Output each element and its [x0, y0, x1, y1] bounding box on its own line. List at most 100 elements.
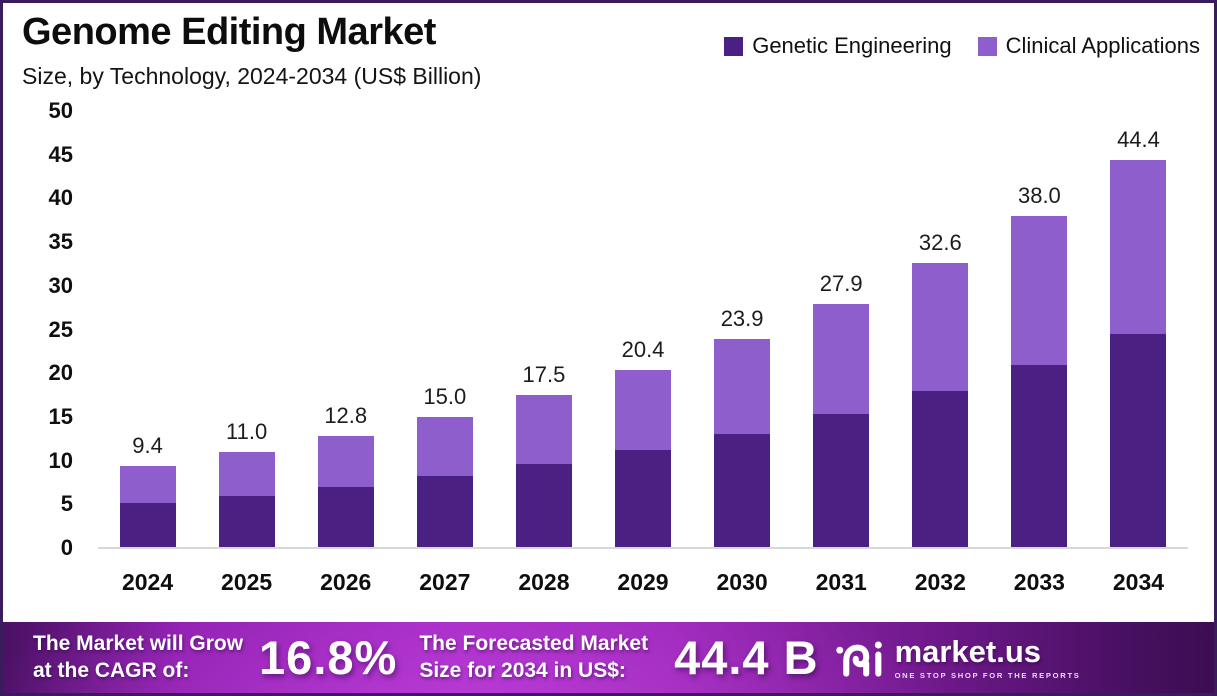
bar-segment-clinical-applications	[218, 451, 275, 496]
marketus-logo: market.us ONE STOP SHOP FOR THE REPORTS	[835, 636, 1081, 680]
y-tick-label: 0	[60, 535, 73, 560]
marketus-curl-icon	[835, 641, 882, 677]
bar-stack	[119, 465, 176, 548]
bar-stack	[912, 263, 969, 548]
bar-segment-genetic-engineering	[714, 433, 771, 548]
y-tick-label: 5	[60, 491, 73, 517]
bar-segment-genetic-engineering	[119, 503, 176, 548]
bar-stack	[714, 339, 771, 548]
legend-item-genetic-engineering: Genetic Engineering	[724, 33, 952, 59]
legend-label: Genetic Engineering	[752, 33, 952, 58]
legend-swatch	[724, 36, 744, 56]
legend: Genetic Engineering Clinical Applications	[724, 33, 1200, 59]
forecast-label-line2: Size for 2034 in US$:	[419, 658, 626, 682]
bar-segment-genetic-engineering	[416, 476, 473, 548]
x-axis-label: 2028	[518, 569, 570, 595]
bar-group-2031: 27.9	[792, 111, 891, 548]
bar-group-2026: 12.8	[296, 111, 395, 548]
bar-stack	[515, 395, 572, 548]
x-axis-baseline	[98, 547, 1188, 549]
bar-stack	[416, 416, 473, 548]
page-title: Genome Editing Market	[22, 11, 436, 53]
y-tick-label: 35	[48, 229, 73, 255]
bar-stack	[317, 436, 374, 548]
bar-total-label: 23.9	[720, 306, 764, 332]
bar-segment-clinical-applications	[119, 465, 176, 504]
bar-total-label: 12.8	[324, 403, 368, 429]
bar-segment-clinical-applications	[615, 369, 672, 451]
bar-segment-clinical-applications	[813, 304, 870, 415]
y-axis: 0 5 10 15 20 25 30 35 40 45 50	[3, 100, 89, 559]
cagr-value: 16.8%	[259, 631, 398, 684]
bar-stack	[218, 451, 275, 548]
logo-tagline: ONE STOP SHOP FOR THE REPORTS	[894, 670, 1081, 680]
bar-group-2032: 32.6	[891, 111, 990, 548]
bar-segment-genetic-engineering	[1110, 333, 1167, 548]
bar-stack	[615, 369, 672, 548]
logo-name: market.us	[894, 633, 1042, 669]
bar-total-label: 20.4	[621, 336, 665, 362]
x-axis-label: 2033	[1013, 569, 1065, 595]
bar-group-2025: 11.0	[197, 111, 296, 548]
bar-group-2033: 38.0	[990, 111, 1089, 548]
page-subtitle: Size, by Technology, 2024-2034 (US$ Bill…	[22, 63, 482, 89]
x-axis-label: 2025	[221, 569, 273, 595]
x-axis-label: 2032	[914, 569, 966, 595]
bar-stack	[1110, 159, 1167, 548]
y-tick-label: 45	[48, 141, 73, 167]
bar-segment-clinical-applications	[1110, 159, 1167, 334]
bar-total-label: 38.0	[1017, 182, 1061, 208]
bar-segment-clinical-applications	[912, 263, 969, 391]
x-axis-labels: 2024 2025 2026 2027 2028 2029 2030 2031 2032 2033…	[98, 569, 1188, 596]
x-axis-label: 2034	[1112, 569, 1165, 595]
bar-group-2034: 44.4	[1089, 111, 1188, 548]
bar-segment-clinical-applications	[1011, 215, 1068, 366]
cagr-label: The Market will Grow at the CAGR of:	[33, 631, 243, 684]
logo-text: market.us ONE STOP SHOP FOR THE REPORTS	[895, 636, 1081, 680]
y-tick-label: 50	[48, 98, 73, 123]
bar-group-2028: 17.5	[494, 111, 593, 548]
legend-swatch	[977, 36, 997, 56]
bar-total-label: 17.5	[522, 362, 566, 388]
y-tick-label: 25	[48, 316, 73, 342]
x-axis-label: 2024	[121, 569, 174, 595]
bar-segment-clinical-applications	[714, 339, 771, 434]
x-axis-label: 2027	[419, 569, 471, 595]
bar-segment-genetic-engineering	[515, 464, 572, 548]
y-tick-label: 40	[48, 185, 73, 211]
bar-group-2027: 15.0	[395, 111, 494, 548]
bar-total-label: 11.0	[226, 418, 268, 444]
bar-segment-clinical-applications	[515, 395, 572, 465]
forecast-label: The Forecasted Market Size for 2034 in U…	[419, 631, 648, 684]
y-tick-label: 15	[48, 403, 73, 429]
bar-stack	[813, 304, 870, 548]
bar-segment-clinical-applications	[416, 416, 473, 477]
bar-segment-clinical-applications	[317, 436, 374, 487]
bar-plot-area: 9.4 11.0 12.8 15.0 17.5 20.4 23.9 27.9 32.6 38.0 4…	[98, 111, 1188, 548]
bar-segment-genetic-engineering	[813, 414, 870, 548]
x-axis-label: 2030	[716, 569, 768, 595]
bar-total-label: 15.0	[423, 383, 467, 409]
bar-total-label: 44.4	[1117, 126, 1160, 152]
x-axis-label: 2029	[617, 569, 669, 595]
bar-group-2024: 9.4	[98, 111, 197, 548]
forecast-label-line1: The Forecasted Market	[419, 632, 649, 656]
legend-item-clinical-applications: Clinical Applications	[977, 33, 1200, 59]
bar-segment-genetic-engineering	[912, 390, 969, 548]
bottom-banner: The Market will Grow at the CAGR of: 16.…	[3, 622, 1214, 693]
cagr-label-line1: The Market will Grow	[33, 632, 244, 656]
bar-total-label: 9.4	[132, 432, 163, 458]
bar-segment-genetic-engineering	[317, 486, 374, 548]
bar-total-label: 32.6	[918, 230, 962, 256]
cagr-label-line2: at the CAGR of:	[33, 658, 190, 682]
legend-label: Clinical Applications	[1005, 33, 1200, 58]
bar-segment-genetic-engineering	[218, 495, 275, 548]
bar-segment-genetic-engineering	[615, 450, 672, 548]
bar-group-2030: 23.9	[693, 111, 792, 548]
x-axis-label: 2031	[815, 569, 867, 595]
y-tick-label: 10	[48, 447, 73, 473]
y-tick-label: 30	[48, 272, 73, 298]
x-axis-label: 2026	[320, 569, 372, 595]
bar-group-2029: 20.4	[593, 111, 692, 548]
